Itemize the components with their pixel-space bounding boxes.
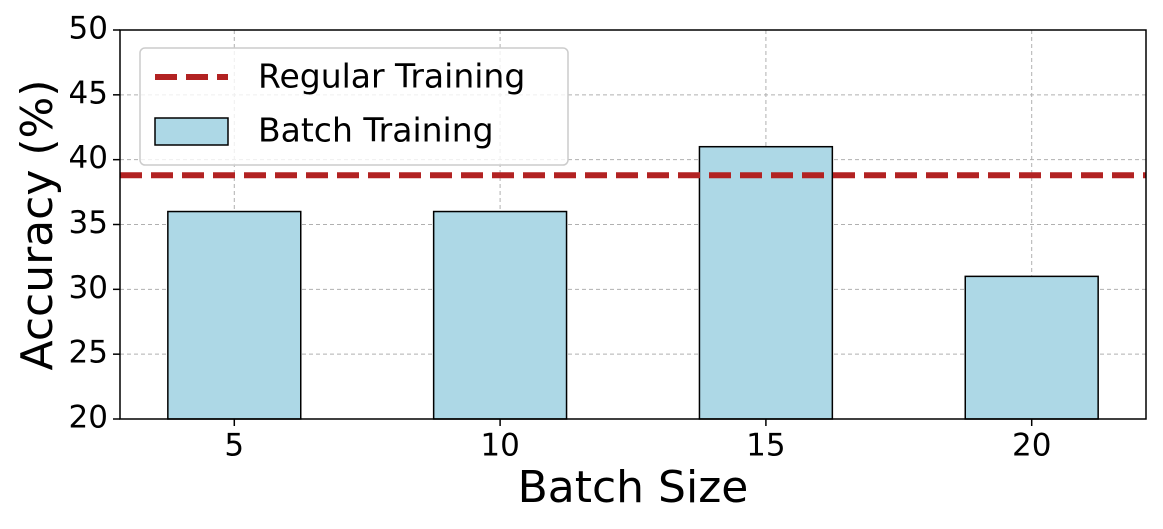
plot-frame [119, 29, 1147, 420]
y-tick-label: 20 [69, 400, 108, 436]
legend-box [139, 47, 569, 166]
y-tick-label: 45 [69, 75, 108, 111]
bar [698, 145, 834, 420]
x-tick-label: 15 [746, 428, 785, 464]
bar [167, 210, 302, 420]
x-tick-label: 20 [1012, 428, 1051, 464]
legend-swatch [154, 117, 229, 146]
legend-label: Batch Training [258, 111, 494, 150]
y-tick-label: 25 [69, 335, 108, 371]
y-tick-label: 50 [69, 11, 108, 47]
bar [432, 210, 568, 420]
y-tick-label: 40 [69, 140, 108, 176]
y-tick-label: 35 [69, 205, 108, 241]
y-axis-label: Accuracy (%) [12, 79, 63, 370]
y-tick-label: 30 [69, 270, 108, 306]
bar [964, 275, 1099, 420]
x-axis-label: Batch Size [518, 462, 749, 513]
x-tick-label: 5 [224, 428, 244, 464]
x-tick-label: 10 [480, 428, 519, 464]
legend-label: Regular Training [258, 57, 525, 96]
